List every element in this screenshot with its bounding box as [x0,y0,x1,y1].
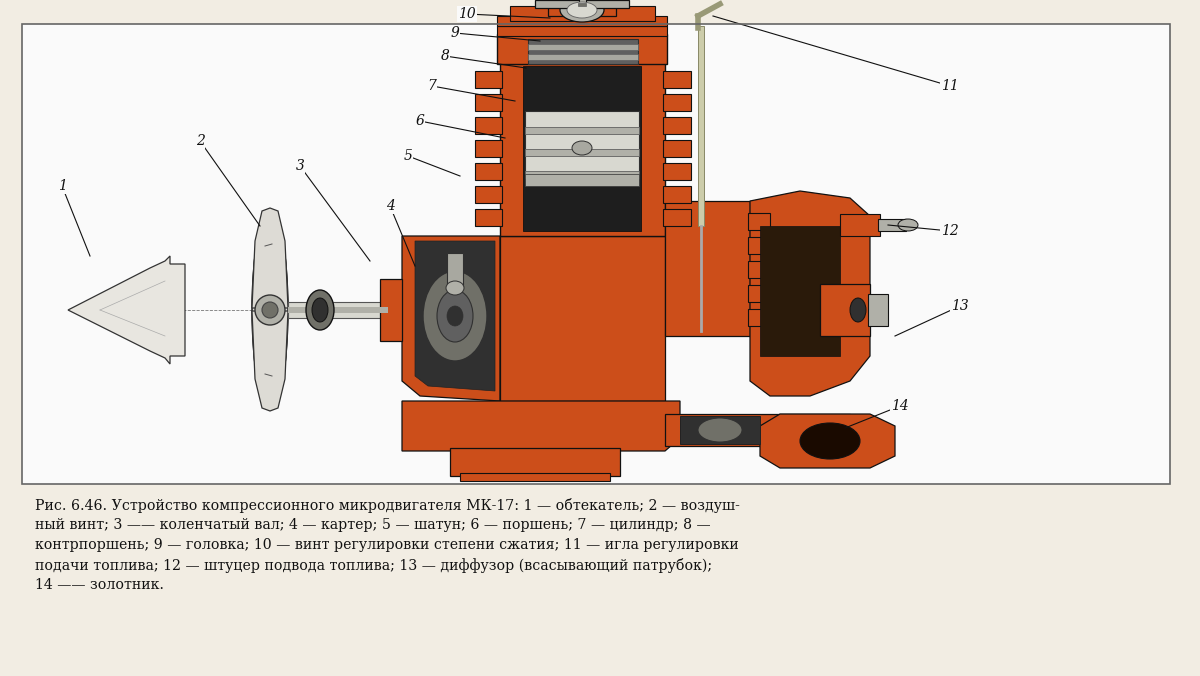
Ellipse shape [800,423,860,459]
Text: Рис. 6.46. Устройство компрессионного микродвигателя МК-17: 1 — обтекатель; 2 — : Рис. 6.46. Устройство компрессионного ми… [35,498,740,513]
Ellipse shape [560,0,604,22]
Bar [748,237,770,254]
Bar [475,140,502,157]
Bar [665,201,750,336]
Bar [526,111,640,186]
Polygon shape [252,311,288,411]
Bar [460,473,610,481]
Text: 6: 6 [415,114,425,128]
Bar [878,219,906,231]
Ellipse shape [572,141,592,155]
Bar [497,16,667,26]
Bar [578,3,586,6]
Bar [497,26,667,36]
Text: 1: 1 [58,179,66,193]
Bar [500,61,665,236]
Ellipse shape [306,290,334,330]
Ellipse shape [252,210,288,410]
Text: 12: 12 [941,224,959,238]
Bar [475,94,502,111]
Text: контрпоршень; 9 — головка; 10 — винт регулировки степени сжатия; 11 — игла регул: контрпоршень; 9 — головка; 10 — винт рег… [35,538,739,552]
Ellipse shape [446,281,464,295]
Bar [380,279,402,341]
Bar [446,253,463,288]
Bar [820,284,870,336]
Bar [528,54,638,60]
Polygon shape [760,414,895,468]
Bar [475,71,502,88]
Text: 8: 8 [440,49,450,63]
Text: 4: 4 [385,199,395,213]
Polygon shape [750,191,870,396]
Bar [526,127,640,134]
Bar [475,117,502,134]
Bar [475,209,502,226]
Bar [523,66,641,231]
Ellipse shape [437,290,473,342]
Bar [497,34,667,64]
Ellipse shape [446,306,463,326]
Bar [450,448,620,476]
Polygon shape [402,401,680,451]
Ellipse shape [698,418,742,442]
Text: 7: 7 [427,79,437,93]
Bar [288,307,388,313]
Bar [288,302,388,318]
Ellipse shape [850,298,866,322]
Bar [475,163,502,180]
Text: 11: 11 [941,79,959,93]
Bar [526,171,640,178]
Text: ный винт; 3 —— коленчатый вал; 4 — картер; 5 — шатун; 6 — поршень; 7 — цилиндр; : ный винт; 3 —— коленчатый вал; 4 — карте… [35,518,710,532]
Ellipse shape [312,298,328,322]
Bar [528,44,638,50]
Text: 10: 10 [458,7,476,21]
Bar [548,1,616,16]
Bar [665,414,850,446]
Bar [662,209,691,226]
Bar [748,285,770,302]
Bar [580,0,586,4]
Ellipse shape [424,271,487,361]
Bar [840,214,880,236]
Text: 5: 5 [403,149,413,163]
Bar [22,24,1170,484]
Text: 14: 14 [892,399,908,413]
Bar [535,0,629,8]
Bar [662,163,691,180]
Polygon shape [252,208,288,308]
Ellipse shape [262,302,278,318]
Bar [760,226,840,356]
Bar [868,294,888,326]
Ellipse shape [256,295,286,325]
Bar [748,213,770,230]
Bar [662,117,691,134]
Bar [748,261,770,278]
Bar [526,174,640,186]
Bar [528,39,638,64]
Polygon shape [402,236,500,401]
Text: 9: 9 [450,26,460,40]
Polygon shape [68,256,185,364]
Bar [748,309,770,326]
Bar [662,140,691,157]
Text: подачи топлива; 12 — штуцер подвода топлива; 13 — диффузор (всасывающий патрубок: подачи топлива; 12 — штуцер подвода топл… [35,558,712,573]
Bar [698,26,704,226]
Bar [22,24,1170,484]
Bar [662,94,691,111]
Bar [526,149,640,156]
Bar [662,71,691,88]
Ellipse shape [568,2,598,18]
Bar [500,236,665,401]
Bar [510,6,655,21]
Text: 13: 13 [952,299,968,313]
Bar [475,186,502,203]
Ellipse shape [898,219,918,231]
Polygon shape [415,241,496,391]
Bar [680,416,760,444]
Text: 14 —— золотник.: 14 —— золотник. [35,578,164,592]
Bar [662,186,691,203]
Text: 2: 2 [196,134,204,148]
Text: 3: 3 [295,159,305,173]
